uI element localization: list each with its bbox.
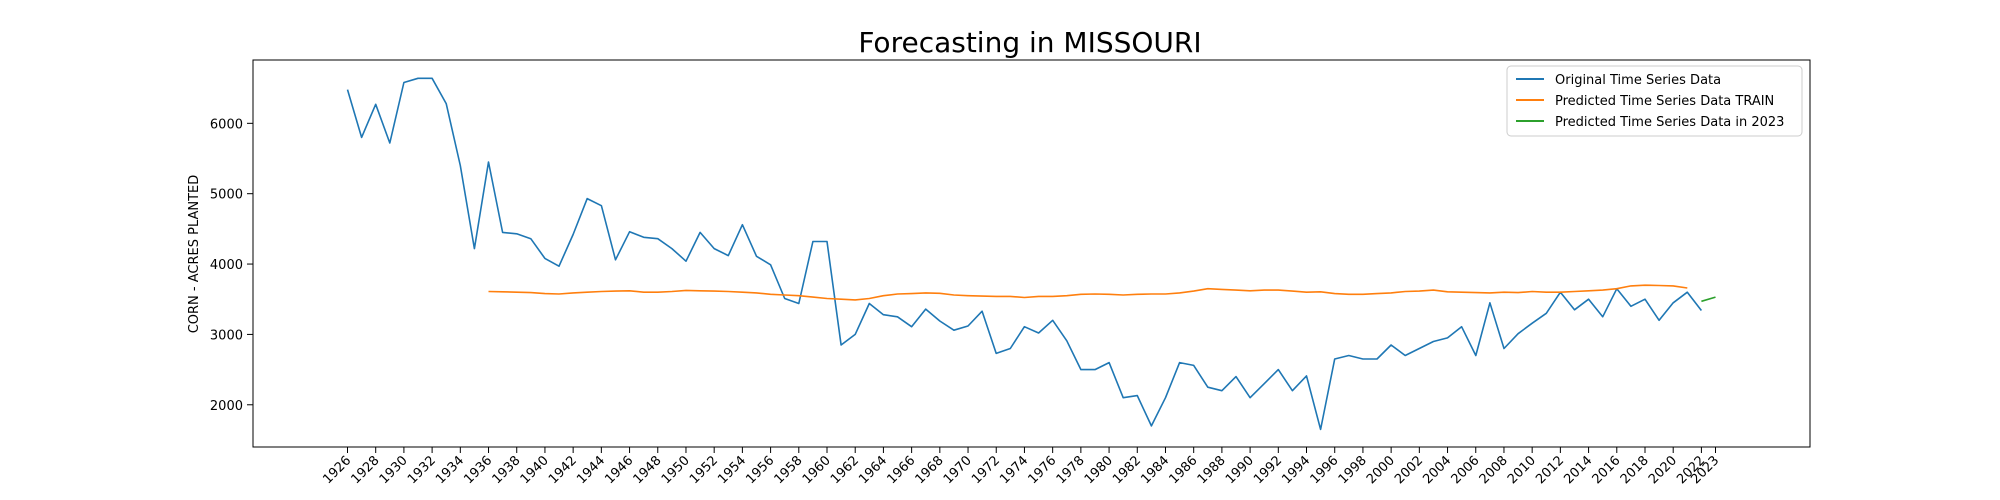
legend-label-3: Predicted Time Series Data in 2023 <box>1555 115 1784 130</box>
y-tick-label: 5000 <box>210 188 243 203</box>
x-tick-label: 2012 <box>1533 453 1567 487</box>
x-tick-label: 1978 <box>1054 453 1088 487</box>
x-tick-label: 1944 <box>574 453 608 487</box>
x-tick-label: 2016 <box>1590 453 1624 487</box>
x-tick-label: 1986 <box>1167 453 1201 487</box>
y-axis-label: CORN - ACRES PLANTED <box>187 175 202 334</box>
x-tick-label: 1994 <box>1279 453 1313 487</box>
x-tick-label: 2008 <box>1477 453 1511 487</box>
x-tick-label: 2002 <box>1392 453 1426 487</box>
x-tick-label: 1946 <box>602 453 636 487</box>
x-tick-label: 1966 <box>884 453 918 487</box>
x-tick-label: 1960 <box>800 453 834 487</box>
x-tick-label: 1996 <box>1308 453 1342 487</box>
x-tick-label: 1958 <box>772 453 806 487</box>
x-tick-label: 1970 <box>941 453 975 487</box>
y-tick-label: 4000 <box>210 258 243 273</box>
plot-area-frame <box>252 59 1811 448</box>
legend-box <box>1506 65 1803 137</box>
series-group <box>346 77 1716 431</box>
x-tick-label: 2006 <box>1449 453 1483 487</box>
x-tick-label: 1956 <box>743 453 777 487</box>
x-tick-label: 2014 <box>1561 453 1595 487</box>
x-tick-label: 1992 <box>1251 453 1285 487</box>
x-tick-label: 2018 <box>1618 453 1652 487</box>
x-tick-label: 1980 <box>1082 453 1116 487</box>
series-line-1 <box>346 77 1703 431</box>
x-tick-label: 2000 <box>1364 453 1398 487</box>
x-tick-label: 2004 <box>1420 453 1454 487</box>
series-line-2 <box>488 284 1688 301</box>
x-tick-label: 1952 <box>687 453 721 487</box>
legend-label-2: Predicted Time Series Data TRAIN <box>1555 94 1774 109</box>
x-tick-label: 1942 <box>546 453 580 487</box>
x-tick-label: 1962 <box>828 453 862 487</box>
x-tick-label: 1938 <box>490 453 524 487</box>
x-tick-label: 1940 <box>518 453 552 487</box>
x-tick-label: 1934 <box>433 453 467 487</box>
x-tick-label: 1982 <box>1110 453 1144 487</box>
x-tick-label: 1976 <box>1025 453 1059 487</box>
x-tick-label: 1954 <box>715 453 749 487</box>
series-line-3 <box>1701 296 1716 303</box>
x-tick-label: 1974 <box>997 453 1031 487</box>
y-axis: 2000 3000 4000 5000 6000 <box>210 117 253 414</box>
x-tick-label: 1968 <box>913 453 947 487</box>
x-tick-label: 1988 <box>1195 453 1229 487</box>
x-tick-label: 1972 <box>969 453 1003 487</box>
y-tick-label: 6000 <box>210 117 243 132</box>
y-tick-label: 2000 <box>210 399 243 414</box>
x-tick-label: 1990 <box>1223 453 1257 487</box>
x-tick-label: 2010 <box>1505 453 1539 487</box>
x-tick-label: 1936 <box>461 453 495 487</box>
x-tick-label: 1932 <box>405 453 439 487</box>
x-tick-label: 1984 <box>1138 453 1172 487</box>
x-tick-label: 1926 <box>320 453 354 487</box>
x-tick-label: 1930 <box>377 453 411 487</box>
y-tick-label: 3000 <box>210 328 243 343</box>
chart-title: Forecasting in MISSOURI <box>858 26 1201 59</box>
legend-label-1: Original Time Series Data <box>1555 73 1721 88</box>
x-tick-label: 1928 <box>349 453 383 487</box>
legend: Original Time Series Data Predicted Time … <box>1506 65 1803 137</box>
x-tick-label: 2020 <box>1646 453 1680 487</box>
x-tick-label: 1948 <box>631 453 665 487</box>
x-tick-label: 1964 <box>856 453 890 487</box>
x-tick-label: 1998 <box>1336 453 1370 487</box>
x-tick-label: 1950 <box>659 453 693 487</box>
x-axis: 1926192819301932193419361938194019421944… <box>320 447 1722 487</box>
